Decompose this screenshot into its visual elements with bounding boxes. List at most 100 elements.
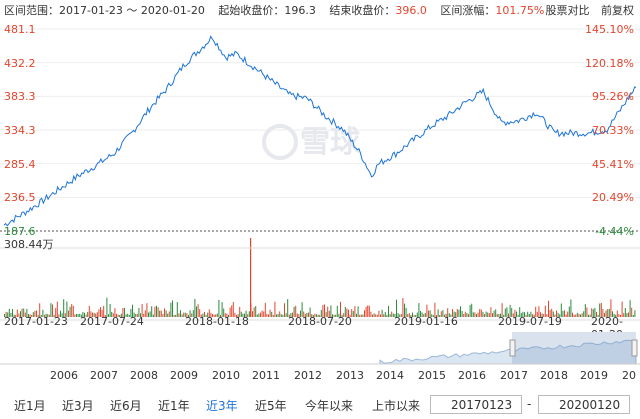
volume-bar — [360, 314, 362, 317]
range-navigator[interactable] — [0, 332, 640, 384]
volume-bar — [72, 305, 74, 317]
volume-bar — [63, 299, 65, 317]
range-button[interactable]: 近1年 — [158, 399, 190, 413]
range-button[interactable]: 上市以来 — [372, 399, 421, 413]
date-start-input[interactable]: 20170123 — [430, 395, 522, 414]
volume-bar — [458, 309, 460, 317]
volume-bar — [588, 314, 589, 317]
volume-bar — [304, 313, 306, 317]
range-button[interactable]: 近5年 — [255, 399, 287, 413]
change-label: 区间涨幅： — [440, 4, 496, 17]
volume-bar — [420, 311, 421, 317]
volume-bar — [620, 315, 621, 317]
volume-bar — [463, 314, 465, 317]
volume-bar — [28, 314, 29, 317]
volume-bar — [183, 312, 185, 317]
volume-bar — [559, 314, 561, 317]
volume-bar — [149, 311, 151, 317]
volume-bar — [144, 310, 146, 317]
volume-bar — [316, 314, 317, 317]
volume-bar — [108, 314, 109, 317]
volume-bar — [415, 315, 417, 317]
volume-bar — [213, 314, 215, 317]
volume-bar — [133, 312, 135, 317]
volume-bar — [111, 311, 113, 317]
volume-bar — [320, 310, 322, 317]
volume-bar — [50, 303, 52, 317]
volume-bar — [92, 312, 93, 317]
volume-bar — [383, 314, 385, 317]
volume-bar — [373, 313, 375, 317]
volume-bar — [48, 314, 50, 317]
volume-bar — [314, 313, 316, 317]
range-button[interactable]: 近3年 — [206, 399, 238, 413]
volume-bar — [208, 309, 210, 317]
volume-bar — [477, 312, 479, 317]
volume-bar — [392, 313, 394, 317]
range-button[interactable]: 近1月 — [14, 399, 46, 413]
price-chart[interactable]: 雪球 — [0, 22, 640, 322]
volume-bar — [389, 314, 391, 317]
volume-bar — [117, 314, 119, 317]
compare-button[interactable]: 股票对比 — [545, 4, 590, 17]
y-tick-right: 95.26% — [592, 90, 634, 104]
navigator-handle-right[interactable] — [631, 339, 638, 357]
volume-bar — [135, 314, 137, 317]
volume-bar — [271, 311, 273, 317]
navigator-selection[interactable] — [512, 332, 636, 364]
adjust-button[interactable]: 前复权 — [601, 4, 634, 17]
navigator-year: 2016 — [458, 369, 486, 382]
volume-bar — [106, 297, 108, 317]
volume-bar — [228, 314, 229, 317]
volume-bar — [212, 314, 213, 317]
volume-bar — [45, 313, 47, 317]
volume-bar — [204, 311, 205, 317]
volume-bar — [192, 310, 194, 317]
volume-bar — [503, 314, 505, 317]
volume-bar — [493, 310, 495, 317]
navigator-handle-left[interactable] — [509, 339, 516, 357]
volume-bar — [456, 309, 458, 317]
volume-bar — [556, 310, 557, 317]
volume-bar — [272, 314, 274, 317]
range-button[interactable]: 近3月 — [62, 399, 94, 413]
y-tick-right: 70.33% — [592, 124, 634, 137]
volume-bar — [368, 305, 370, 317]
x-tick: 2018-01-18 — [185, 315, 249, 328]
volume-bar — [301, 302, 303, 317]
range-button[interactable]: 近6月 — [110, 399, 142, 413]
volume-bar — [349, 314, 351, 317]
volume-bar — [447, 308, 449, 317]
range-label: 区间范围： — [4, 4, 59, 17]
volume-bar — [122, 308, 124, 317]
volume-bar — [596, 311, 597, 317]
volume-bar — [376, 314, 378, 317]
volume-bar — [44, 314, 45, 317]
volume-bar — [247, 314, 249, 317]
y-tick-left: 432.2 — [4, 56, 36, 70]
volume-bar — [330, 305, 332, 317]
volume-bar — [592, 309, 594, 317]
date-end-input[interactable]: 20200120 — [538, 395, 630, 414]
volume-bar — [306, 312, 308, 317]
range-button[interactable]: 今年以来 — [305, 399, 354, 413]
volume-bar — [32, 312, 34, 317]
navigator-year: 2017 — [500, 369, 528, 382]
volume-bar — [68, 310, 69, 317]
volume-bar — [632, 315, 634, 317]
start-close-value: 196.3 — [284, 4, 316, 17]
volume-bar — [536, 311, 538, 317]
volume-bar — [461, 311, 463, 317]
volume-bar — [170, 302, 172, 317]
volume-bar — [525, 315, 527, 317]
volume-bar — [292, 312, 293, 317]
volume-bar — [460, 306, 461, 317]
volume-bar — [495, 309, 497, 317]
volume-bar — [162, 314, 164, 317]
volume-bar — [607, 309, 609, 317]
volume-bar — [263, 311, 265, 317]
volume-bar — [18, 313, 20, 317]
navigator-year: 2011 — [252, 369, 280, 382]
volume-bar — [196, 306, 197, 317]
volume-bar — [124, 307, 125, 317]
